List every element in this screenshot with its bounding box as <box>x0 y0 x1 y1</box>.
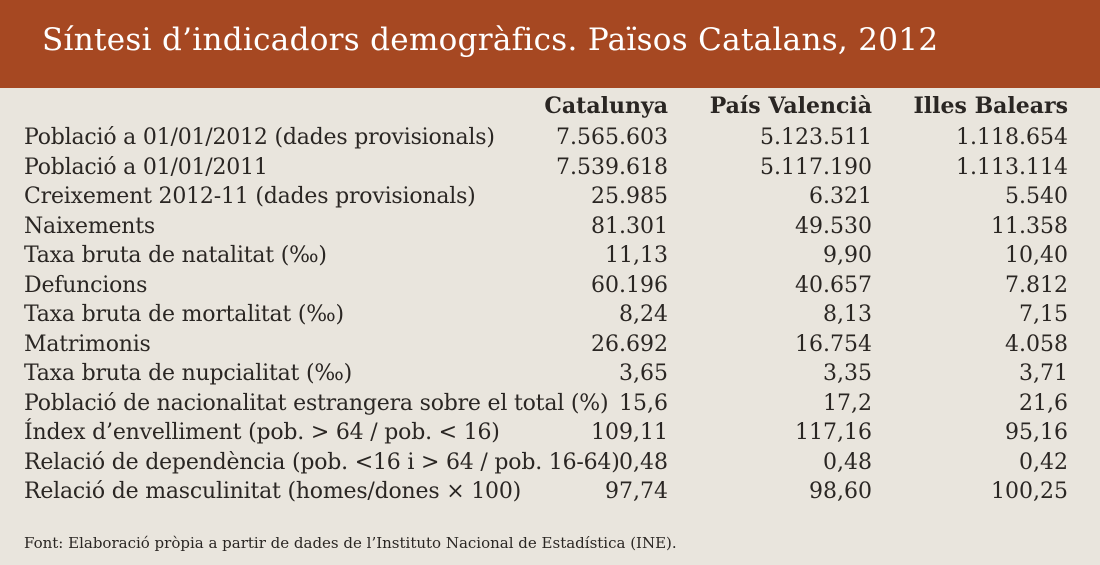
cell-pais-valencia: 0,48 <box>823 449 872 475</box>
table-row: Població a 01/01/2012 (dades provisional… <box>0 123 1100 153</box>
cell-catalunya: 3,65 <box>619 361 668 386</box>
column-header-catalunya: Catalunya <box>544 93 668 119</box>
row-label: Taxa bruta de mortalitat (‰) <box>24 302 344 327</box>
row-label: Població a 01/01/2012 (dades provisional… <box>24 125 495 150</box>
cell-catalunya: 25.985 <box>591 184 668 209</box>
cell-pais-valencia: 98,60 <box>809 479 872 504</box>
table-row: Creixement 2012-11 (dades provisionals) … <box>0 182 1100 212</box>
cell-catalunya: 97,74 <box>605 479 668 504</box>
cell-illes-balears: 7.812 <box>1005 272 1068 298</box>
table-row: Defuncions 60.196 40.657 7.812 <box>0 271 1100 301</box>
cell-pais-valencia: 17,2 <box>823 390 872 416</box>
cell-pais-valencia: 117,16 <box>795 420 872 445</box>
title-banner: Síntesi d’indicadors demogràfics. Països… <box>0 0 1100 88</box>
table-row: Taxa bruta de natalitat (‰) 11,13 9,90 1… <box>0 241 1100 271</box>
cell-illes-balears: 11.358 <box>991 213 1068 239</box>
cell-catalunya: 0,48 <box>619 449 668 475</box>
row-label: Població a 01/01/2011 <box>24 154 268 180</box>
cell-catalunya: 8,24 <box>619 302 668 327</box>
cell-catalunya: 81.301 <box>591 213 668 239</box>
cell-illes-balears: 1.118.654 <box>956 125 1068 150</box>
row-label: Taxa bruta de nupcialitat (‰) <box>24 361 353 386</box>
row-label: Naixements <box>24 213 156 239</box>
cell-catalunya: 109,11 <box>591 420 668 445</box>
cell-illes-balears: 4.058 <box>1005 331 1068 357</box>
table-row: Relació de masculinitat (homes/dones × 1… <box>0 477 1100 507</box>
cell-illes-balears: 1.113.114 <box>956 154 1068 180</box>
cell-catalunya: 7.565.603 <box>556 125 668 150</box>
page-title: Síntesi d’indicadors demogràfics. Països… <box>42 22 939 58</box>
cell-pais-valencia: 9,90 <box>823 243 872 268</box>
cell-pais-valencia: 40.657 <box>795 272 872 298</box>
row-label: Relació de masculinitat (homes/dones × 1… <box>24 479 522 504</box>
cell-catalunya: 26.692 <box>591 331 668 357</box>
column-header-illes-balears: Illes Balears <box>913 93 1068 119</box>
indicators-table: Catalunya País Valencià Illes Balears Po… <box>0 92 1100 507</box>
cell-catalunya: 15,6 <box>619 390 668 416</box>
row-label: Relació de dependència (pob. <16 i > 64 … <box>24 449 620 475</box>
table-row: Taxa bruta de nupcialitat (‰) 3,65 3,35 … <box>0 359 1100 389</box>
row-label: Població de nacionalitat estrangera sobr… <box>24 390 609 416</box>
row-label: Índex d’envelliment (pob. > 64 / pob. < … <box>24 420 500 445</box>
table-row: Relació de dependència (pob. <16 i > 64 … <box>0 448 1100 478</box>
source-note: Font: Elaboració pròpia a partir de dade… <box>24 534 677 552</box>
cell-illes-balears: 0,42 <box>1019 449 1068 475</box>
row-label: Taxa bruta de natalitat (‰) <box>24 243 327 268</box>
table-row: Taxa bruta de mortalitat (‰) 8,24 8,13 7… <box>0 300 1100 330</box>
cell-pais-valencia: 3,35 <box>823 361 872 386</box>
cell-pais-valencia: 6.321 <box>809 184 872 209</box>
table-row: Població de nacionalitat estrangera sobr… <box>0 389 1100 419</box>
column-header-pais-valencia: País Valencià <box>709 93 872 119</box>
cell-illes-balears: 95,16 <box>1005 420 1068 445</box>
table-row: Població a 01/01/2011 7.539.618 5.117.19… <box>0 153 1100 183</box>
cell-illes-balears: 7,15 <box>1019 302 1068 327</box>
cell-illes-balears: 5.540 <box>1005 184 1068 209</box>
cell-pais-valencia: 5.117.190 <box>760 154 872 180</box>
cell-catalunya: 60.196 <box>591 272 668 298</box>
table-row: Matrimonis 26.692 16.754 4.058 <box>0 330 1100 360</box>
row-label: Creixement 2012-11 (dades provisionals) <box>24 184 476 209</box>
cell-illes-balears: 3,71 <box>1019 361 1068 386</box>
table-row: Naixements 81.301 49.530 11.358 <box>0 212 1100 242</box>
cell-pais-valencia: 16.754 <box>795 331 872 357</box>
table-header-row: Catalunya País Valencià Illes Balears <box>0 92 1100 123</box>
cell-illes-balears: 100,25 <box>991 479 1068 504</box>
row-label: Defuncions <box>24 272 148 298</box>
table-row: Índex d’envelliment (pob. > 64 / pob. < … <box>0 418 1100 448</box>
cell-catalunya: 11,13 <box>605 243 668 268</box>
cell-illes-balears: 10,40 <box>1005 243 1068 268</box>
cell-pais-valencia: 8,13 <box>823 302 872 327</box>
cell-catalunya: 7.539.618 <box>556 154 668 180</box>
cell-pais-valencia: 49.530 <box>795 213 872 239</box>
cell-illes-balears: 21,6 <box>1019 390 1068 416</box>
row-label: Matrimonis <box>24 331 151 357</box>
cell-pais-valencia: 5.123.511 <box>760 125 872 150</box>
